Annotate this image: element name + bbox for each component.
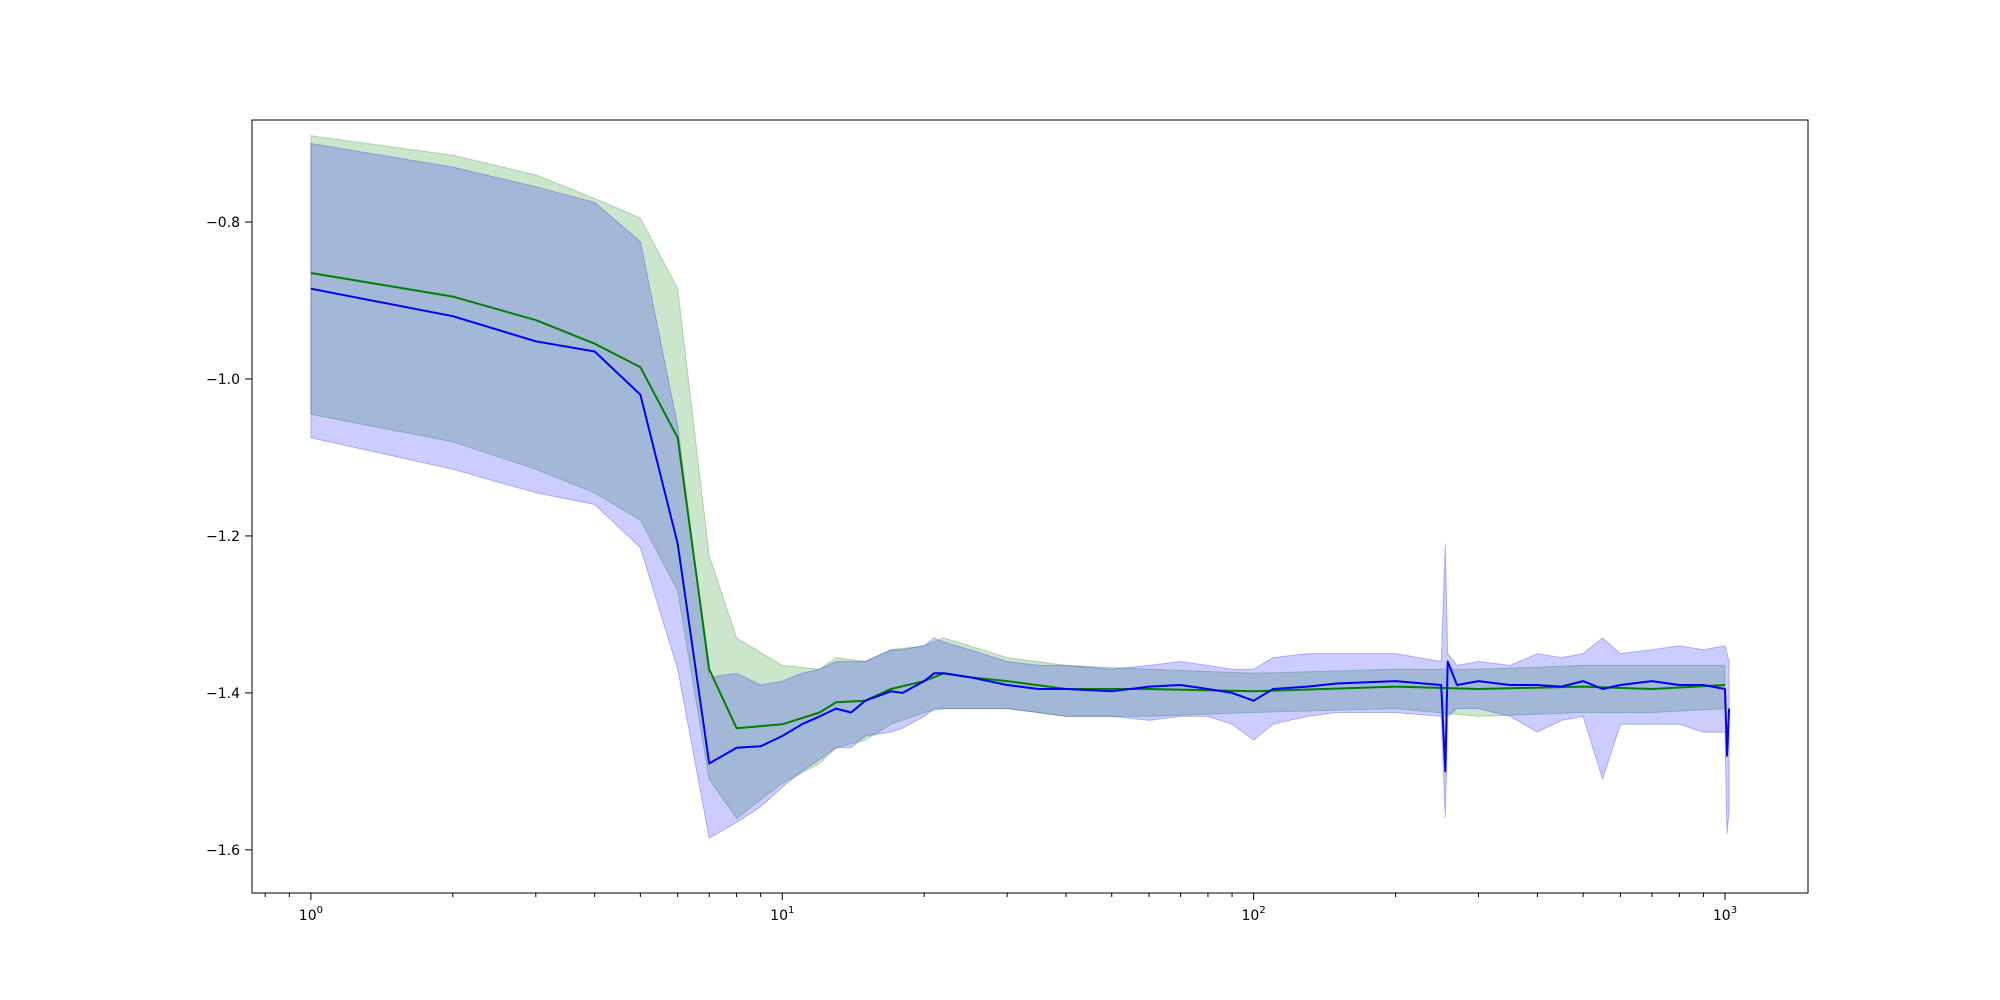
x-tick-label: 100 bbox=[299, 905, 323, 924]
series-1-line bbox=[310, 272, 1726, 730]
y-tick-label: −1.6 bbox=[206, 843, 240, 859]
x-tick-label: 102 bbox=[1242, 905, 1266, 924]
y-axis: −0.8 −1.0 −1.2 −1.4 −1.6 bbox=[206, 215, 252, 859]
plot-frame bbox=[251, 119, 1809, 894]
confidence-bands bbox=[310, 135, 1730, 839]
y-tick-label: −1.0 bbox=[206, 372, 240, 388]
y-tick-label: −1.2 bbox=[206, 529, 240, 545]
x-tick-label: 103 bbox=[1713, 905, 1737, 924]
series-2-band bbox=[310, 142, 1730, 839]
x-tick-label: 101 bbox=[770, 905, 794, 924]
y-tick-label: −1.4 bbox=[206, 686, 240, 702]
y-tick-label: −0.8 bbox=[206, 215, 240, 231]
series-lines bbox=[310, 272, 1731, 773]
series-2-line bbox=[310, 287, 1731, 773]
x-axis: 100 101 102 103 bbox=[264, 893, 1737, 924]
